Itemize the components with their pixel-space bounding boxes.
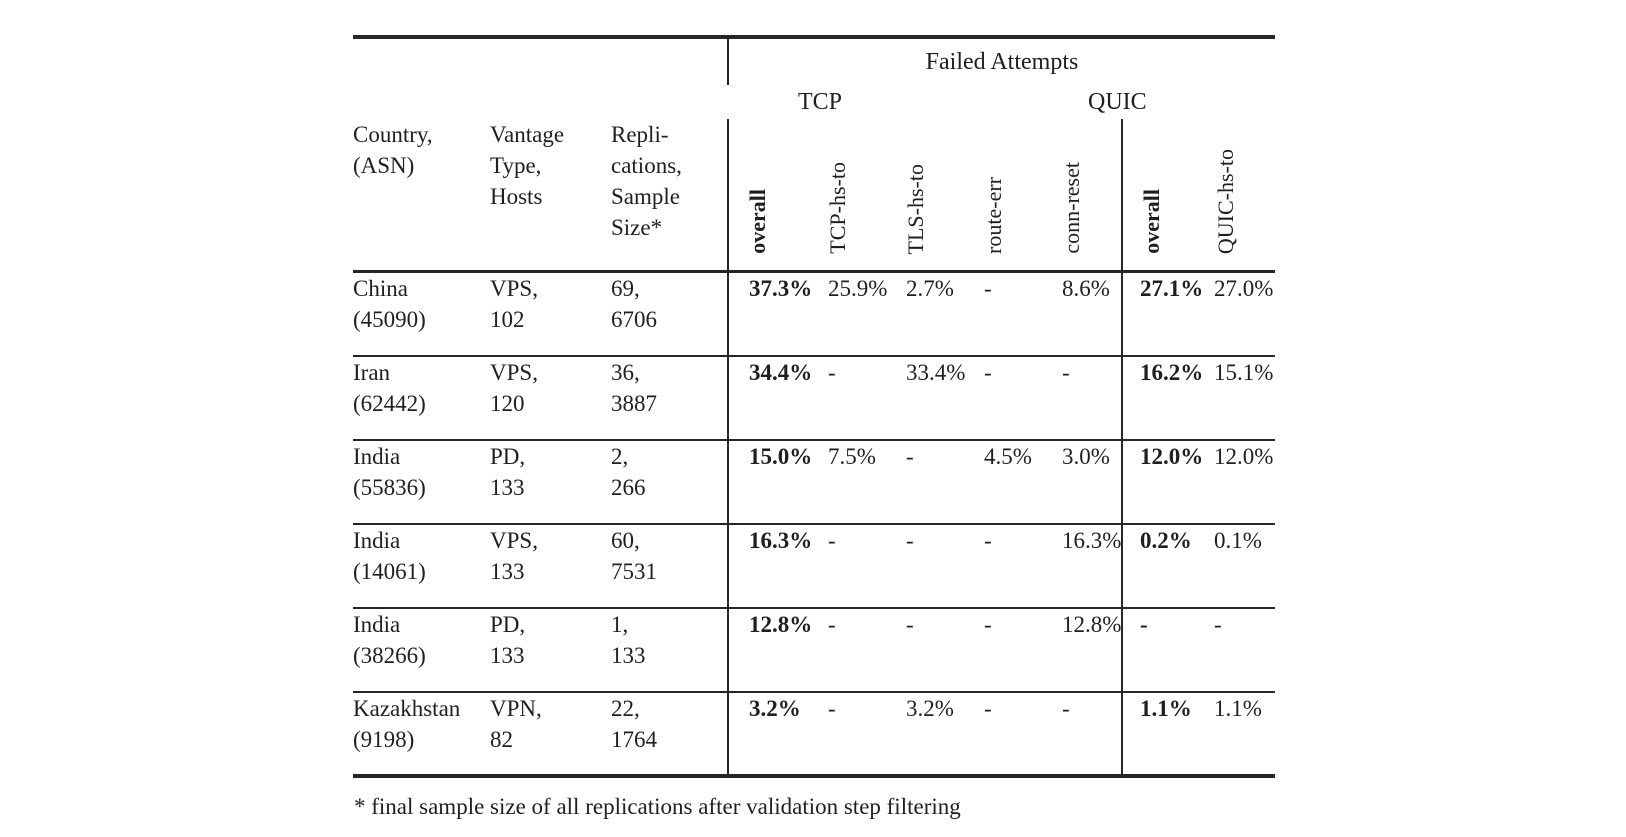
tcp-hs-to-value: - <box>808 522 887 608</box>
conn-reset-value: 16.3% <box>1042 522 1123 608</box>
header-spacer <box>353 37 728 85</box>
quic-hs-to-value: 15.1% <box>1200 354 1276 440</box>
quic-overall-value: 1.1% <box>1121 690 1201 776</box>
quic-hs-to-value: 27.0% <box>1214 276 1274 301</box>
tcp-overall-value: 12.8% <box>727 606 812 692</box>
tcp-overall-value: 16.3% <box>727 522 812 608</box>
tls-hs-to-value: - <box>886 438 965 524</box>
vantage-cell: VPS, 120 <box>490 354 611 440</box>
tcp-span-header: TCP <box>728 85 1122 119</box>
conn-reset-value: 3.0% <box>1042 438 1123 524</box>
quic-overall-value: 0.2% <box>1121 522 1201 608</box>
quic-hs-to-value: 12.0% <box>1200 438 1276 524</box>
tls-hs-to-value: - <box>886 522 965 608</box>
header-spacer <box>353 85 728 119</box>
tcp-overall-value: 34.4% <box>727 354 812 440</box>
country-cell: Iran (62442) <box>353 354 490 440</box>
column-header-row: Country, (ASN) Vantage Type, Hosts Repli… <box>353 119 1276 273</box>
vantage-cell: VPS, 102 <box>490 276 538 332</box>
route-err-value: - <box>964 522 1043 608</box>
replications-header-line: Size* <box>611 215 663 240</box>
tls-hs-to-value: 33.4% <box>886 354 965 440</box>
quic-overall-value: 12.0% <box>1121 438 1203 524</box>
quic-hs-to-value: 1.1% <box>1200 690 1276 776</box>
country-cell: India (38266) <box>353 606 490 692</box>
quic-hs-to-column-header: QUIC-hs-to <box>1200 119 1276 273</box>
table-row-kazakhstan-9198: Kazakhstan (9198) VPN, 82 22, 1764 3.2% - 3… <box>353 690 1276 776</box>
country-header-line: (ASN) <box>353 153 415 178</box>
table-row-china-45090: China (45090) VPS, 102 69, 6706 37.3% 25.9%… <box>353 271 1275 356</box>
conn-reset-value: 12.8% <box>1042 606 1123 692</box>
country-cell: China (45090) <box>353 276 426 332</box>
vantage-cell: PD, 133 <box>490 606 611 692</box>
route-err-value: 4.5% <box>964 438 1043 524</box>
route-err-value: - <box>964 690 1043 776</box>
conn-reset-value: - <box>1042 690 1123 776</box>
vantage-cell: VPS, 133 <box>490 522 611 608</box>
quic-span-header: QUIC <box>1088 85 1275 119</box>
replications-column-header: Repli- cations, Sample Size* <box>611 119 729 273</box>
table-row-iran-62442: Iran (62442) VPS, 120 36, 3887 34.4% - 33.4… <box>353 354 1276 440</box>
table-row-india-14061: India (14061) VPS, 133 60, 7531 16.3% - - -… <box>353 522 1276 608</box>
country-header-line: Country, <box>353 122 433 147</box>
replications-cell: 1, 133 <box>611 606 729 692</box>
quic-overall-value: 16.2% <box>1121 354 1203 440</box>
quic-overall-value: 27.1% <box>1121 271 1203 356</box>
vantage-cell: VPN, 82 <box>490 690 611 776</box>
quic-overall-value: - <box>1121 606 1201 692</box>
replications-cell: 69, 6706 <box>611 276 657 332</box>
conn-reset-value: 8.6% <box>1062 276 1110 301</box>
replications-header-line: cations, <box>611 153 682 178</box>
quic-span-header-label: QUIC <box>1088 88 1147 115</box>
tls-hs-to-value: - <box>886 606 965 692</box>
replications-header-line: Repli- <box>611 122 669 147</box>
tcp-overall-value: 37.3% <box>727 271 812 356</box>
replications-cell: 2, 266 <box>611 438 729 524</box>
vantage-header-line: Vantage <box>490 122 565 147</box>
failed-attempts-span-header: Failed Attempts <box>727 37 1276 85</box>
route-err-column-header: route-err <box>964 119 1043 273</box>
table-row-india-55836: India (55836) PD, 133 2, 266 15.0% 7.5% - 4… <box>353 438 1276 524</box>
protocol-header-row: TCP QUIC <box>353 85 1275 119</box>
tcp-hs-to-value: 25.9% <box>828 276 888 301</box>
conn-reset-column-header: conn-reset <box>1042 119 1123 273</box>
quic-hs-to-value: 0.1% <box>1200 522 1276 608</box>
failure-rates-table: Failed Attempts TCP QUIC Country, (ASN) … <box>353 35 1276 778</box>
replications-cell: 36, 3887 <box>611 354 729 440</box>
country-cell: Kazakhstan (9198) <box>353 690 490 776</box>
tcp-overall-value: 15.0% <box>727 438 812 524</box>
vantage-header-line: Hosts <box>490 184 543 209</box>
tcp-overall-value: 3.2% <box>727 690 809 776</box>
table-row-india-38266: India (38266) PD, 133 1, 133 12.8% - - - 12… <box>353 606 1276 692</box>
tcp-hs-to-value: 7.5% <box>808 438 887 524</box>
vantage-header-line: Type, <box>490 153 542 178</box>
replications-cell: 22, 1764 <box>611 690 729 776</box>
country-cell: India (14061) <box>353 522 490 608</box>
replications-header-line: Sample <box>611 184 680 209</box>
quic-hs-to-value: - <box>1200 606 1276 692</box>
route-err-value: - <box>964 606 1043 692</box>
route-err-value: - <box>984 276 992 301</box>
table-footnote: * final sample size of all replications … <box>354 794 961 819</box>
tls-hs-to-value: 3.2% <box>886 690 965 776</box>
tls-hs-to-value: 2.7% <box>906 276 954 301</box>
vantage-column-header: Vantage Type, Hosts <box>490 119 611 273</box>
tcp-hs-to-value: - <box>808 690 887 776</box>
tcp-span-header-label: TCP <box>798 88 843 115</box>
replications-cell: 60, 7531 <box>611 522 729 608</box>
group-header-row: Failed Attempts <box>353 37 1276 85</box>
tcp-overall-column-header: overall <box>727 119 809 273</box>
tcp-hs-to-value: - <box>808 354 887 440</box>
route-err-value: - <box>964 354 1043 440</box>
conn-reset-value: - <box>1042 354 1123 440</box>
tls-hs-to-column-header: TLS-hs-to <box>886 119 965 273</box>
tcp-hs-to-value: - <box>808 606 887 692</box>
quic-overall-column-header: overall <box>1121 119 1201 273</box>
tcp-hs-to-column-header: TCP-hs-to <box>808 119 887 273</box>
country-column-header: Country, (ASN) <box>353 119 490 273</box>
country-cell: India (55836) <box>353 438 490 524</box>
vantage-cell: PD, 133 <box>490 438 611 524</box>
